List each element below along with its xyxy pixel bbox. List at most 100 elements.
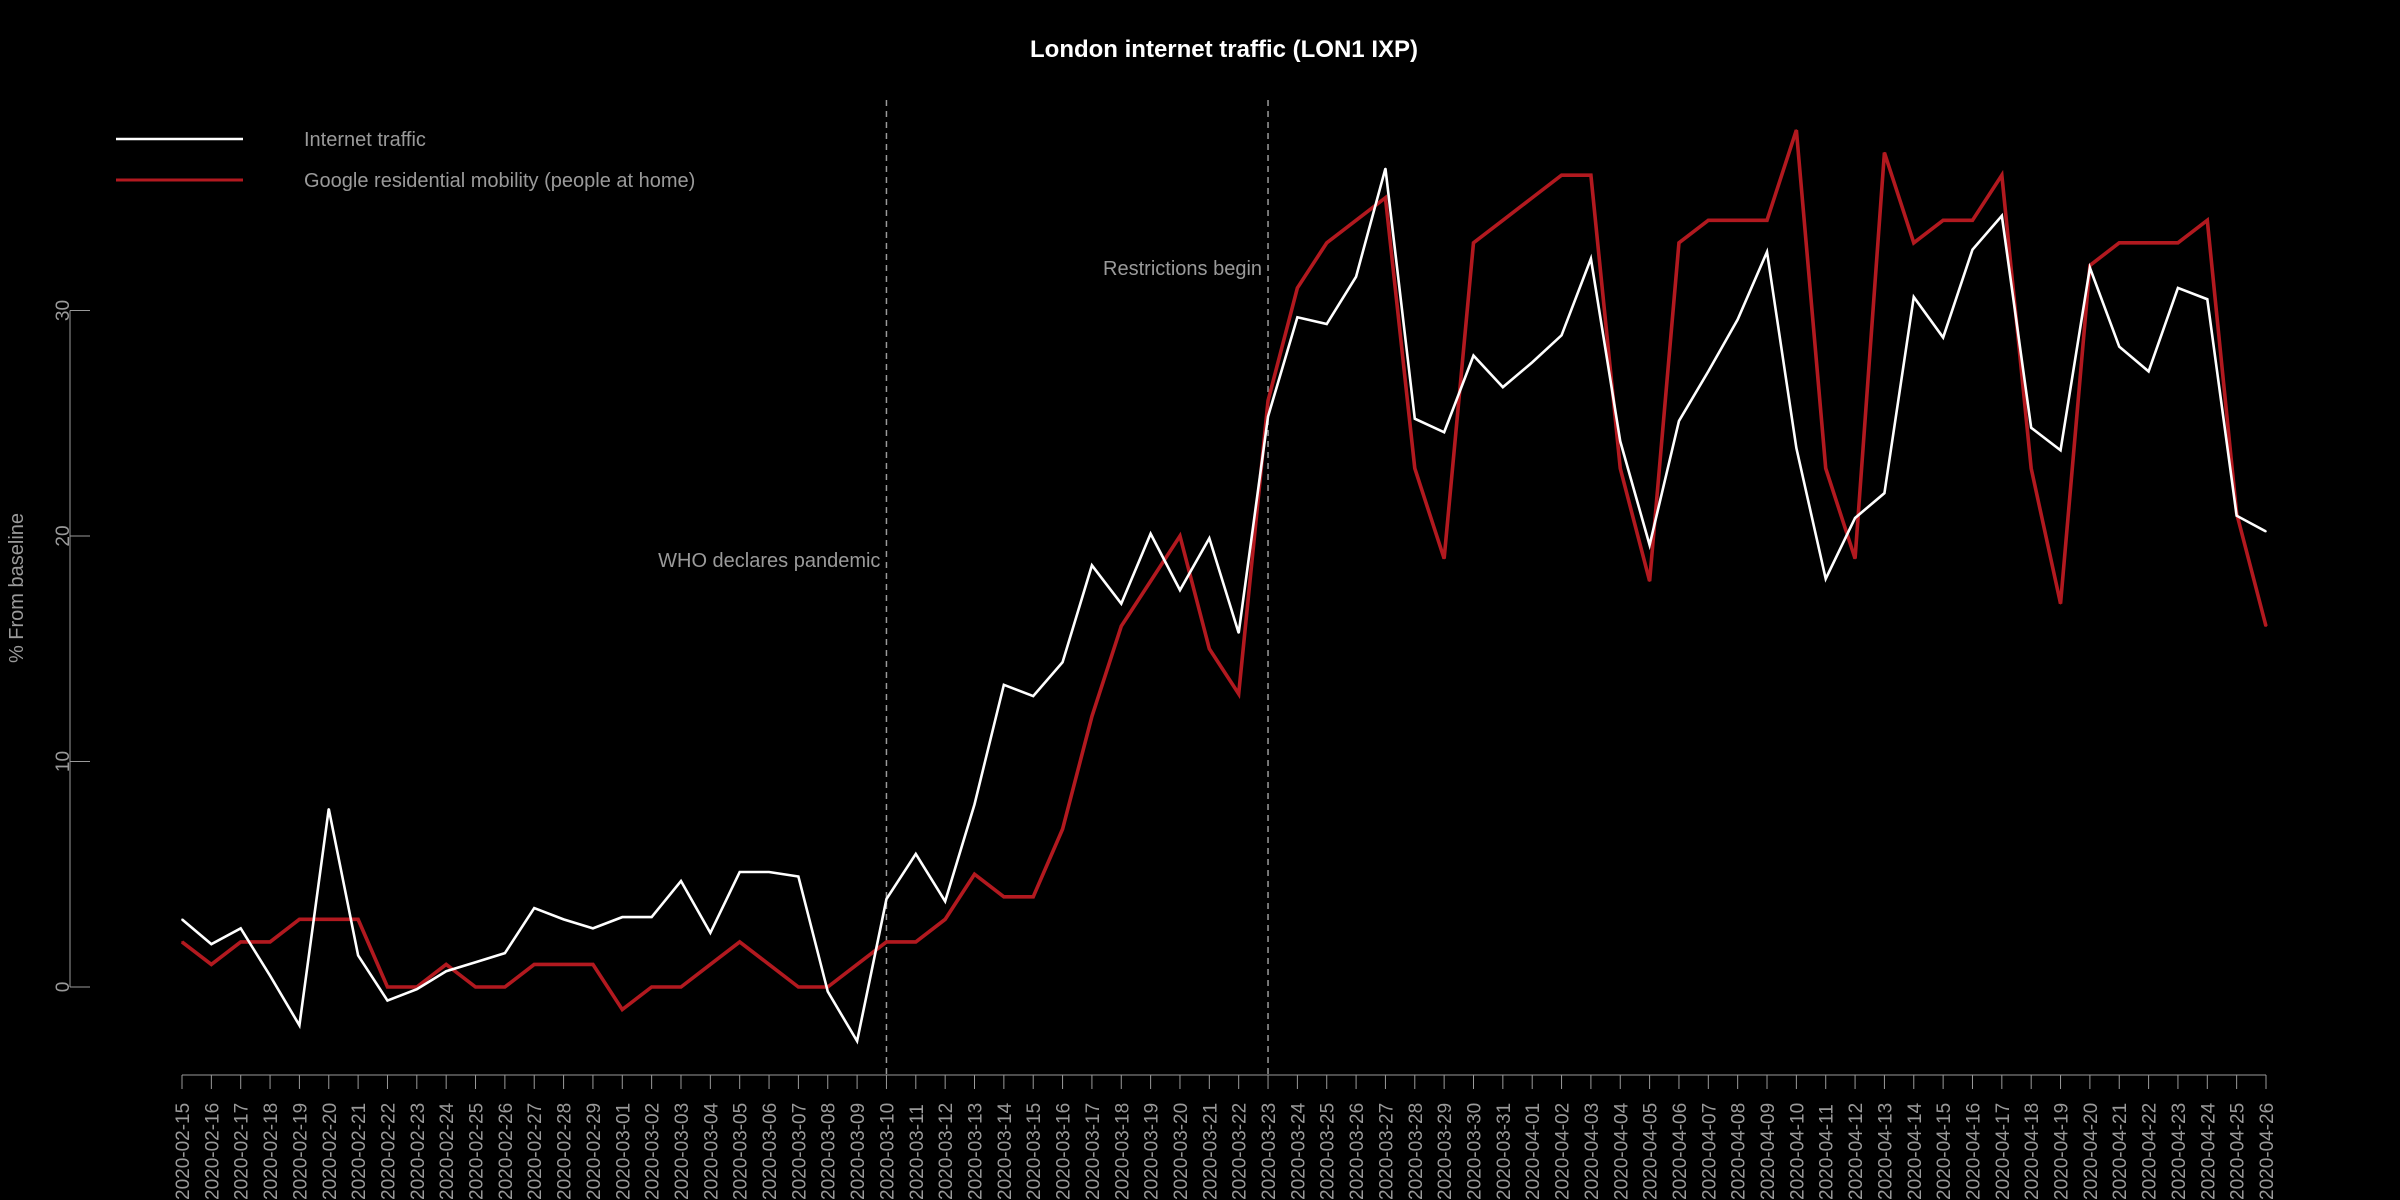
- annotation-label: Restrictions begin: [1103, 258, 1262, 280]
- data-point: [1091, 564, 1093, 567]
- x-tick-label: 2020-04-25: [2228, 1103, 2249, 1200]
- x-tick-label: 2020-04-16: [1963, 1103, 1984, 1200]
- data-point: [826, 990, 829, 993]
- data-point: [1502, 219, 1504, 222]
- data-point: [1179, 589, 1181, 591]
- annotation-label: WHO declares pandemic: [658, 550, 880, 572]
- data-point: [1149, 532, 1152, 535]
- data-point: [474, 961, 477, 963]
- data-point: [2001, 214, 2003, 217]
- data-point: [1942, 219, 1944, 222]
- x-tick-label: 2020-02-23: [408, 1103, 429, 1200]
- x-tick-label: 2020-03-22: [1230, 1103, 1251, 1200]
- data-point: [1472, 354, 1475, 357]
- x-tick-label: 2020-04-21: [2110, 1103, 2131, 1200]
- data-point: [1531, 361, 1533, 364]
- x-tick-label: 2020-03-24: [1288, 1102, 1309, 1200]
- data-point: [1267, 415, 1269, 418]
- data-point: [2177, 242, 2179, 244]
- data-point: [1707, 219, 1710, 222]
- data-point: [1325, 323, 1328, 325]
- x-tick-label: 2020-03-13: [966, 1103, 987, 1200]
- x-tick-label: 2020-03-20: [1171, 1103, 1192, 1200]
- data-point: [562, 963, 565, 966]
- x-tick-label: 2020-03-10: [877, 1103, 898, 1200]
- data-point: [1824, 467, 1827, 470]
- data-point: [797, 986, 800, 988]
- x-tick-label: 2020-03-06: [760, 1103, 781, 1200]
- x-tick-label: 2020-03-07: [789, 1103, 810, 1200]
- data-point: [973, 803, 976, 806]
- data-point: [2059, 449, 2062, 452]
- y-axis-label: % From baseline: [6, 513, 28, 663]
- x-tick-label: 2020-03-01: [613, 1103, 634, 1200]
- data-point: [1208, 537, 1211, 540]
- data-point: [1384, 167, 1387, 170]
- legend-label: Internet traffic: [304, 129, 426, 151]
- x-tick-label: 2020-04-18: [2022, 1103, 2043, 1200]
- data-point: [1648, 544, 1651, 546]
- data-point: [797, 875, 800, 878]
- data-point: [1590, 257, 1592, 260]
- data-point: [1120, 625, 1123, 627]
- data-point: [1766, 251, 1768, 253]
- x-tick-label: 2020-03-30: [1464, 1103, 1485, 1200]
- data-point: [1619, 467, 1622, 470]
- x-tick-label: 2020-02-22: [378, 1103, 399, 1200]
- data-point: [944, 900, 946, 903]
- data-point: [1003, 684, 1005, 686]
- x-tick-label: 2020-04-08: [1729, 1103, 1750, 1200]
- y-tick-label: 30: [53, 300, 74, 321]
- data-point: [1883, 492, 1886, 494]
- data-point: [856, 963, 858, 966]
- data-point: [1061, 661, 1064, 664]
- data-point: [327, 918, 330, 921]
- x-tick-label: 2020-04-07: [1699, 1103, 1720, 1200]
- data-point: [2030, 426, 2032, 429]
- y-tick-label: 10: [53, 751, 74, 772]
- x-tick-label: 2020-03-09: [848, 1103, 869, 1200]
- data-point: [298, 1024, 301, 1027]
- data-point: [768, 871, 770, 873]
- x-tick-label: 2020-04-24: [2198, 1102, 2219, 1200]
- data-point: [1179, 535, 1181, 537]
- x-tick-label: 2020-04-13: [1875, 1103, 1896, 1200]
- data-point: [2147, 370, 2150, 373]
- data-point: [2030, 467, 2032, 470]
- x-tick-label: 2020-04-10: [1787, 1103, 1808, 1200]
- legend-label: Google residential mobility (people at h…: [304, 170, 695, 192]
- data-point: [298, 918, 301, 921]
- data-point: [1296, 287, 1299, 289]
- data-point: [885, 941, 888, 943]
- x-tick-label: 2020-03-26: [1347, 1103, 1368, 1200]
- data-point: [768, 963, 770, 966]
- data-point: [445, 970, 447, 973]
- data-point: [1707, 370, 1710, 373]
- x-tick-label: 2020-03-28: [1406, 1103, 1427, 1200]
- data-point: [1149, 580, 1152, 582]
- data-point: [1971, 219, 1974, 222]
- x-tick-label: 2020-04-22: [2140, 1103, 2161, 1200]
- data-point: [944, 918, 946, 921]
- y-tick-label: 0: [53, 982, 74, 993]
- data-point: [592, 963, 594, 966]
- data-point: [1413, 467, 1416, 470]
- data-point: [504, 952, 506, 954]
- data-point: [2177, 287, 2179, 289]
- x-tick-label: 2020-03-03: [672, 1103, 693, 1200]
- data-point: [1736, 219, 1739, 222]
- y-tick-label: 20: [53, 525, 74, 546]
- series-layer: [180, 129, 2268, 1045]
- data-point: [1795, 447, 1798, 449]
- data-point: [1443, 431, 1445, 434]
- x-tick-label: 2020-03-02: [643, 1103, 664, 1200]
- data-point: [1325, 242, 1328, 244]
- data-point: [1619, 440, 1622, 443]
- legend: Internet traffic Google residential mobil…: [116, 129, 695, 192]
- x-tick-label: 2020-04-19: [2052, 1103, 2073, 1200]
- data-point: [915, 853, 917, 855]
- x-tick-label: 2020-02-20: [320, 1103, 341, 1200]
- data-point: [386, 986, 389, 988]
- data-point: [504, 986, 506, 988]
